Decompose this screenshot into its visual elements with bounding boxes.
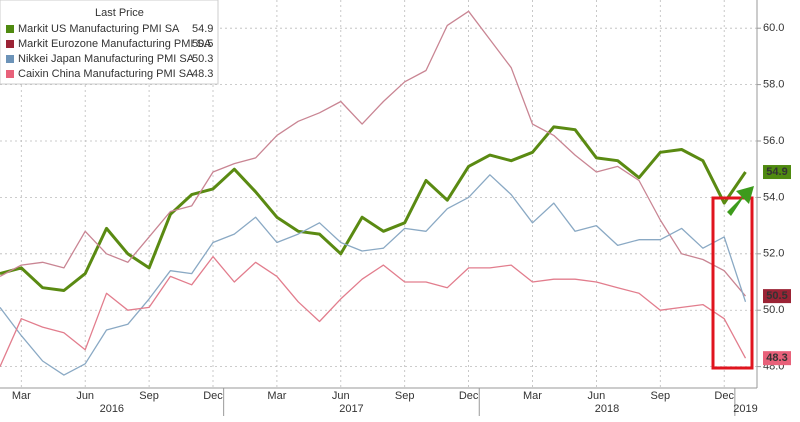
y-tick-label: 60.0 bbox=[763, 22, 784, 34]
legend-label: Caixin China Manufacturing PMI SA bbox=[18, 68, 194, 80]
legend-value: 48.3 bbox=[192, 68, 213, 80]
y-tick-label: 50.0 bbox=[763, 304, 784, 316]
lines bbox=[0, 10, 747, 376]
legend-label: Markit Eurozone Manufacturing PMI SA bbox=[18, 38, 212, 50]
year-label: 2017 bbox=[339, 403, 363, 415]
last-price-label: 48.3 bbox=[766, 352, 787, 364]
x-tick-label: Mar bbox=[12, 390, 31, 402]
x-tick-label: Jun bbox=[332, 390, 350, 402]
legend: Last Price Markit US Manufacturing PMI S… bbox=[0, 0, 219, 85]
x-tick-label: Sep bbox=[651, 390, 671, 402]
year-label: 2019 bbox=[733, 403, 757, 415]
year-label: 2016 bbox=[100, 403, 124, 415]
legend-value: 50.3 bbox=[192, 53, 213, 65]
legend-label: Markit US Manufacturing PMI SA bbox=[18, 23, 180, 35]
series-line bbox=[0, 255, 747, 367]
x-tick-label: Mar bbox=[267, 390, 286, 402]
last-price-label: 50.5 bbox=[766, 290, 787, 302]
x-tick-label: Dec bbox=[203, 390, 223, 402]
up-arrow bbox=[727, 186, 754, 216]
last-price-tag bbox=[763, 351, 791, 366]
legend-swatch bbox=[6, 55, 14, 63]
x-tick-label: Dec bbox=[714, 390, 734, 402]
last-price-tag bbox=[763, 165, 791, 180]
x-tick-label: Sep bbox=[395, 390, 415, 402]
x-tick-label: Jun bbox=[76, 390, 94, 402]
legend-value: 54.9 bbox=[192, 23, 213, 35]
last-price-tag bbox=[763, 289, 791, 304]
y-tick-label: 58.0 bbox=[763, 79, 784, 91]
legend-label: Nikkei Japan Manufacturing PMI SA bbox=[18, 53, 195, 65]
x-tick-label: Sep bbox=[139, 390, 159, 402]
year-label: 2018 bbox=[595, 403, 619, 415]
last-price-label: 54.9 bbox=[766, 166, 787, 178]
y-tick-label: 52.0 bbox=[763, 248, 784, 260]
legend-box bbox=[0, 0, 219, 85]
legend-swatch bbox=[6, 70, 14, 78]
y-tick-label: 54.0 bbox=[763, 191, 784, 203]
series-line bbox=[0, 174, 747, 376]
legend-swatch bbox=[6, 40, 14, 48]
series-line bbox=[0, 125, 747, 292]
legend-swatch bbox=[6, 25, 14, 33]
x-tick-label: Dec bbox=[459, 390, 479, 402]
legend-value: 50.5 bbox=[192, 38, 213, 50]
x-tick-label: Jun bbox=[588, 390, 606, 402]
legend-title: Last Price bbox=[95, 7, 144, 19]
x-tick-label: Mar bbox=[523, 390, 542, 402]
series-line bbox=[0, 10, 746, 297]
y-tick-label: 56.0 bbox=[763, 135, 784, 147]
highlight-box bbox=[711, 196, 754, 370]
